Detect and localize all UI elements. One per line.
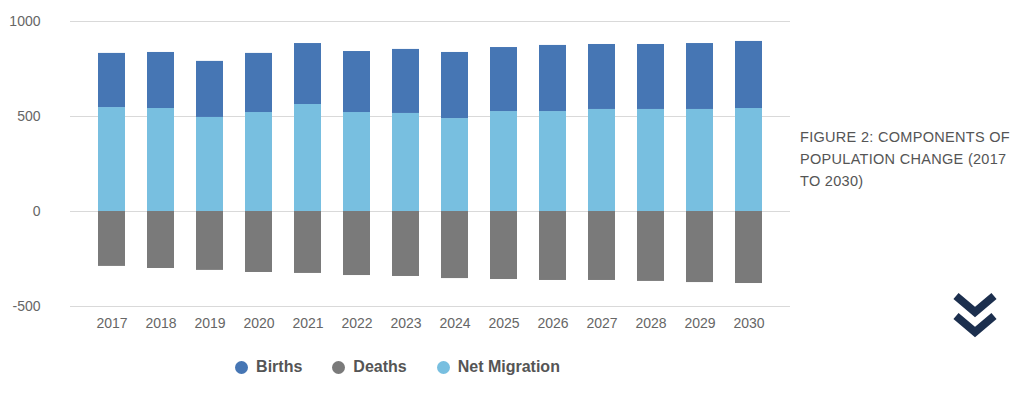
svg-text:2022: 2022	[341, 315, 372, 331]
svg-text:2017: 2017	[96, 315, 127, 331]
svg-text:500: 500	[17, 108, 41, 124]
svg-text:2023: 2023	[390, 315, 421, 331]
html-text:Births: Births	[256, 358, 303, 375]
svg-text:2028: 2028	[635, 315, 666, 331]
html-text:Net Migration: Net Migration	[457, 358, 560, 375]
svg-text:1000: 1000	[9, 13, 40, 29]
html-text:FIGURE 2: COMPONENTS OF POPULA: FIGURE 2: COMPONENTS OF POPULATION CHANG…	[800, 129, 1010, 189]
svg-text:2026: 2026	[537, 315, 568, 331]
svg-text:2019: 2019	[194, 315, 225, 331]
svg-text:2027: 2027	[586, 315, 617, 331]
svg-text:2024: 2024	[439, 315, 470, 331]
svg-text:2018: 2018	[145, 315, 176, 331]
svg-text:2029: 2029	[684, 315, 715, 331]
svg-text:-500: -500	[12, 298, 40, 314]
html-text:Deaths: Deaths	[353, 358, 407, 375]
svg-text:2025: 2025	[488, 315, 519, 331]
svg-text:0: 0	[33, 203, 41, 219]
svg-text:2021: 2021	[292, 315, 323, 331]
svg-text:2020: 2020	[243, 315, 274, 331]
svg-text:2030: 2030	[733, 315, 764, 331]
